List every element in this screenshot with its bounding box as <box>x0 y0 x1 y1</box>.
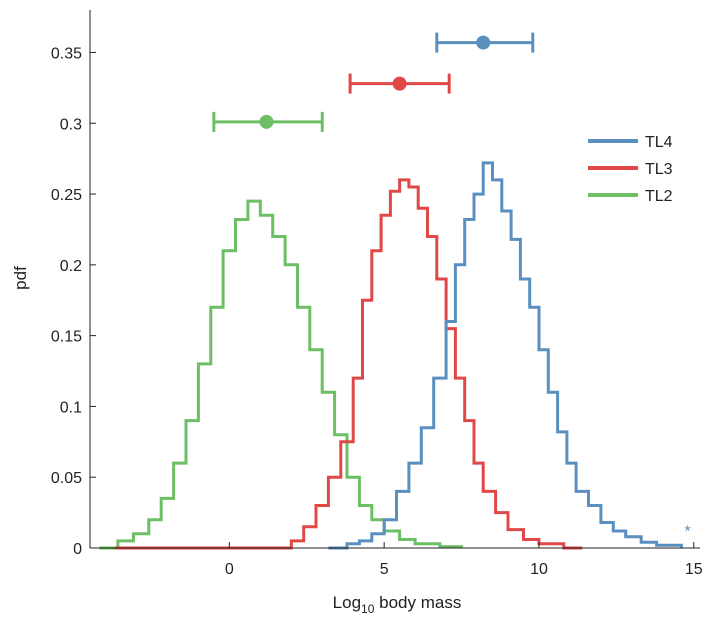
interval-tl2 <box>212 111 324 132</box>
legend: TL4 TL3 TL2 <box>588 134 673 205</box>
annotation-marker: * <box>684 524 690 541</box>
x-tick-label: 10 <box>530 561 548 578</box>
y-tick-label: 0 <box>73 541 82 558</box>
y-axis-label: pdf <box>11 266 30 290</box>
legend-label: TL2 <box>645 188 673 205</box>
x-tick-label: 15 <box>685 561 703 578</box>
x-tick-label: 5 <box>380 561 389 578</box>
y-tick-label: 0.3 <box>60 116 82 133</box>
y-tick-label: 0.2 <box>60 258 82 275</box>
legend-item-tl2: TL2 <box>588 188 673 205</box>
y-tick-label: 0.05 <box>51 470 82 487</box>
series-layer <box>99 161 683 550</box>
y-tick-label: 0.25 <box>51 187 82 204</box>
mean-marker <box>476 35 491 50</box>
series-tl3-histogram <box>114 178 583 550</box>
y-tick-label: 0.1 <box>60 399 82 416</box>
series-tl4-histogram <box>328 161 683 550</box>
y-tick-label: 0.35 <box>51 45 82 62</box>
series-tl2-histogram <box>99 199 464 550</box>
axes <box>89 10 700 549</box>
mean-marker <box>259 114 274 129</box>
tick-labels: 0 0.05 0.1 0.15 0.2 0.25 0.3 0.35 0 5 10 15 <box>51 45 703 578</box>
interval-tl4 <box>435 32 535 53</box>
mean-marker <box>392 76 407 91</box>
interval-tl3 <box>348 73 451 94</box>
legend-item-tl3: TL3 <box>588 161 673 178</box>
legend-label: TL4 <box>645 134 673 151</box>
legend-label: TL3 <box>645 161 673 178</box>
x-tick-label: 0 <box>225 561 234 578</box>
x-axis-label: Log10 body mass <box>333 593 462 616</box>
legend-item-tl4: TL4 <box>588 134 673 151</box>
y-tick-label: 0.15 <box>51 329 82 346</box>
summary-layer <box>212 32 535 132</box>
